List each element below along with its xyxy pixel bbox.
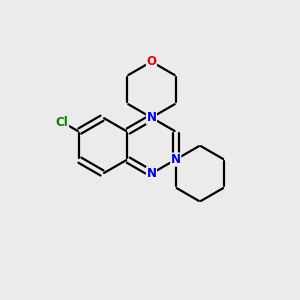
Text: Cl: Cl <box>56 116 69 128</box>
Text: O: O <box>146 55 157 68</box>
Text: N: N <box>146 111 157 124</box>
Text: N: N <box>146 167 157 180</box>
Text: N: N <box>171 153 181 166</box>
